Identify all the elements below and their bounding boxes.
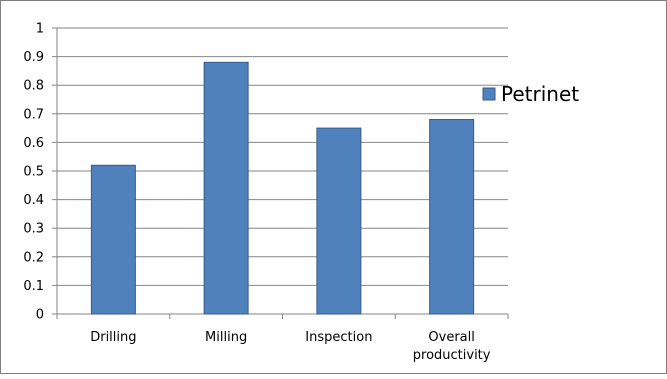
x-tick-label-3-line-0: Overall: [428, 330, 474, 345]
y-tick-label-0: 0: [36, 308, 44, 323]
y-tick-label-10: 1: [36, 22, 44, 37]
y-tick-label-7: 0.7: [23, 107, 44, 122]
x-tick-label-1: Milling: [205, 330, 247, 345]
x-tick-label-0: Drilling: [90, 330, 136, 345]
bar-1: [203, 61, 249, 315]
bars: [90, 61, 475, 315]
bar-0: [90, 164, 136, 315]
x-tick-label-3-line-1: productivity: [413, 348, 491, 363]
legend-label: Petrinet: [501, 82, 579, 106]
legend: Petrinet: [482, 82, 579, 106]
legend-swatch: [482, 87, 496, 101]
y-tick-label-5: 0.5: [23, 165, 44, 180]
x-tick-label-2: Inspection: [305, 330, 372, 345]
y-tick-label-8: 0.8: [23, 79, 44, 94]
y-tick-label-4: 0.4: [23, 193, 44, 208]
bar-3: [429, 119, 475, 315]
y-tick-label-2: 0.2: [23, 250, 44, 265]
y-tick-label-3: 0.3: [23, 222, 44, 237]
y-tick-label-6: 0.6: [23, 136, 44, 151]
y-tick-label-9: 0.9: [23, 50, 44, 65]
bar-2: [316, 127, 362, 315]
y-tick-label-1: 0.1: [23, 279, 44, 294]
axis-labels: 0 0.1 0.2 0.3 0.4 0.5 0.6 0.7 0.8 0.9 1 Drilling Mil…: [23, 22, 490, 364]
